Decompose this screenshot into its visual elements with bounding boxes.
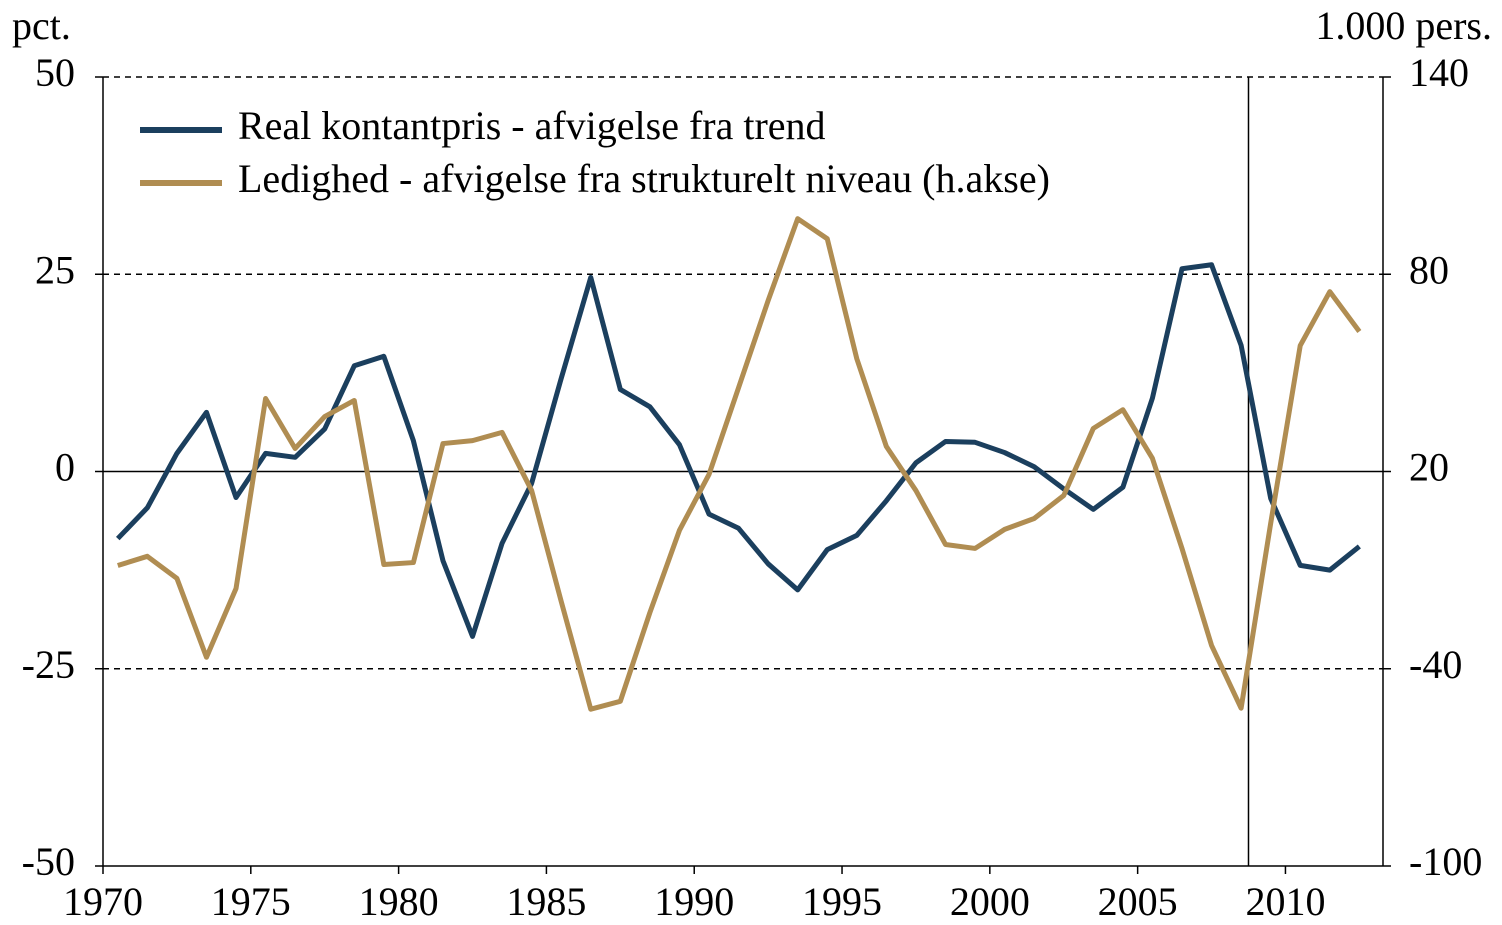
x-tick-label: 2010 [1245,879,1325,924]
legend-label: Real kontantpris - afvigelse fra trend [238,103,826,148]
x-tick-label: 1970 [63,879,143,924]
x-tick-label: 2005 [1098,879,1178,924]
x-tick-label: 1990 [654,879,734,924]
y-axis-label: pct. [12,3,71,48]
y-tick-label: -50 [22,839,75,884]
y2-tick-label: 20 [1409,445,1449,490]
y-tick-label: -25 [22,642,75,687]
y2-tick-label: 80 [1409,247,1449,292]
x-tick-label: 1995 [802,879,882,924]
x-tick-label: 1980 [359,879,439,924]
y2-tick-label: -40 [1409,642,1462,687]
y-tick-label: 0 [55,445,75,490]
x-tick-label: 1985 [506,879,586,924]
legend-label: Ledighed - afvigelse fra strukturelt niv… [238,156,1050,201]
series-line [115,262,1361,639]
series-line [117,216,1362,712]
x-tick-label: 2000 [950,879,1030,924]
y2-axis-label: 1.000 pers. [1315,3,1492,48]
x-tick-label: 1975 [211,879,291,924]
y-tick-label: 25 [35,247,75,292]
y-tick-label: 50 [35,50,75,95]
y2-tick-label: 140 [1409,50,1469,95]
y2-tick-label: -100 [1409,839,1482,884]
